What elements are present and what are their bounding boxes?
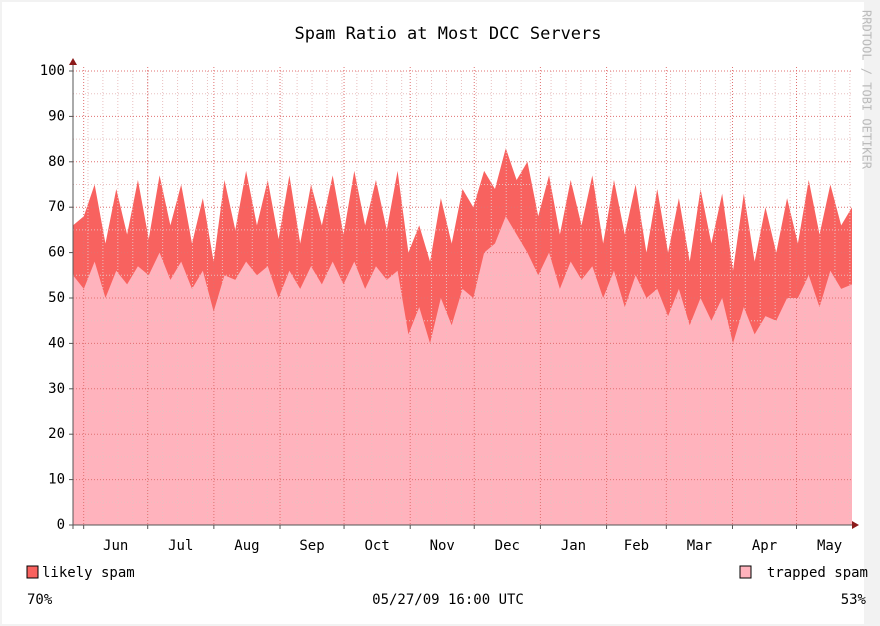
y-tick-label: 100	[40, 63, 65, 79]
legend-swatch	[26, 565, 39, 579]
x-tick-label: Oct	[364, 538, 389, 554]
x-tick-label: May	[817, 538, 842, 554]
area	[73, 216, 852, 525]
x-tick-label: Apr	[752, 538, 777, 554]
y-tick-label: 70	[48, 199, 65, 215]
x-tick-label: Jun	[103, 538, 128, 554]
x-axis-arrow	[852, 521, 859, 529]
legend-swatch	[739, 565, 752, 579]
y-axis-arrow	[69, 58, 77, 65]
x-tick-label: Aug	[234, 538, 259, 554]
y-tick-label: 0	[57, 517, 65, 533]
y-tick-label: 20	[48, 426, 65, 442]
current-value: 70%	[27, 592, 53, 608]
watermark: RRDTOOL / TOBI OETIKER	[860, 10, 874, 170]
y-tick-label: 60	[48, 245, 65, 261]
y-tick-label: 50	[48, 290, 65, 306]
timestamp: 05/27/09 16:00 UTC	[372, 592, 524, 608]
x-tick-label: Jul	[168, 538, 193, 554]
y-tick-label: 10	[48, 472, 65, 488]
chart-title: Spam Ratio at Most DCC Servers	[294, 24, 601, 44]
legend-label: likely spam	[42, 565, 135, 581]
y-tick-label: 40	[48, 335, 65, 351]
y-tick-label: 80	[48, 154, 65, 170]
y-tick-label: 90	[48, 108, 65, 124]
x-tick-label: Feb	[624, 538, 649, 554]
x-tick-label: Sep	[299, 538, 324, 554]
x-tick-label: Dec	[495, 538, 520, 554]
y-tick-label: 30	[48, 381, 65, 397]
x-tick-label: Jan	[561, 538, 586, 554]
legend-label: trapped spam	[767, 565, 868, 581]
current-value: 53%	[841, 592, 867, 608]
x-tick-label: Mar	[687, 538, 712, 554]
x-tick-label: Nov	[430, 538, 455, 554]
